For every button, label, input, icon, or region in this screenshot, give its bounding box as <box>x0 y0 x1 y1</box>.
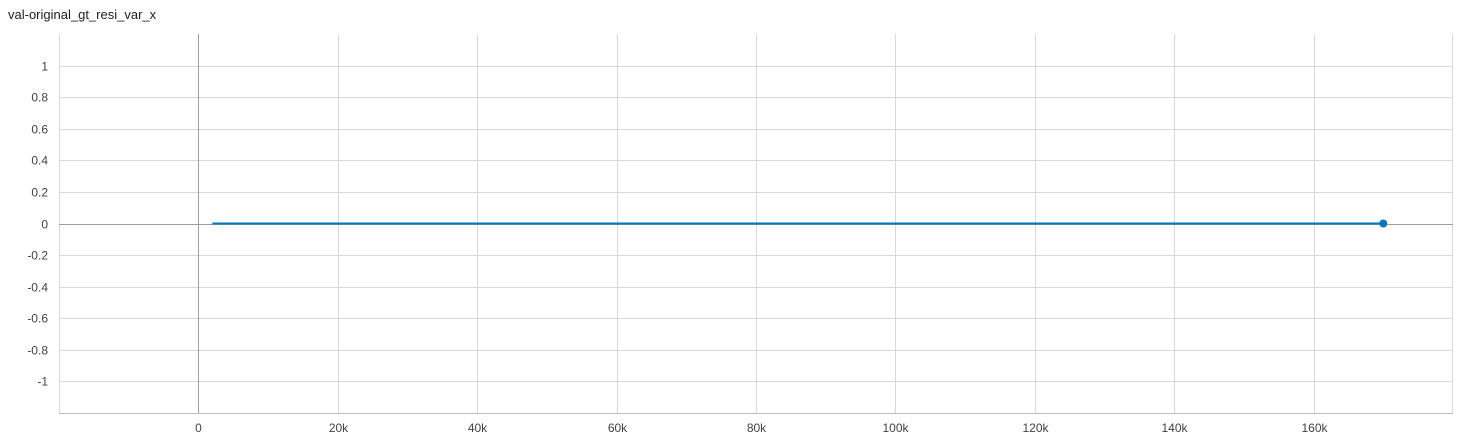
chart-title: val-original_gt_resi_var_x <box>8 7 157 22</box>
y-tick-label: 0.2 <box>31 186 48 200</box>
y-tick-label: -0.6 <box>27 312 48 326</box>
x-tick-label: 20k <box>329 421 349 435</box>
y-tick-label: 0.8 <box>31 91 48 105</box>
y-tick-label: 0.6 <box>31 123 48 137</box>
last-point-marker <box>1379 219 1388 228</box>
series-layer <box>212 219 1388 228</box>
y-tick-label: -0.2 <box>27 249 48 263</box>
tick-label-layer: 1 0.8 0.6 0.4 0.2 0 -0.2 -0.4 -0.6 -0.8 -1 0 20k 40k 6… <box>27 60 1328 436</box>
x-tick-label: 80k <box>747 421 767 435</box>
y-tick-label: -0.8 <box>27 344 48 358</box>
x-tick-label: 160k <box>1301 421 1328 435</box>
y-tick-label: 0.4 <box>31 154 48 168</box>
x-tick-label: 140k <box>1161 421 1188 435</box>
y-tick-label: 1 <box>41 60 48 74</box>
x-tick-label: 0 <box>195 421 202 435</box>
y-tick-label: -1 <box>37 375 48 389</box>
grid-layer <box>59 34 1453 413</box>
x-tick-label: 60k <box>608 421 628 435</box>
y-tick-label: 0 <box>41 218 48 232</box>
x-tick-label: 120k <box>1022 421 1049 435</box>
x-tick-label: 40k <box>468 421 488 435</box>
x-tick-label: 100k <box>882 421 909 435</box>
y-tick-label: -0.4 <box>27 281 48 295</box>
